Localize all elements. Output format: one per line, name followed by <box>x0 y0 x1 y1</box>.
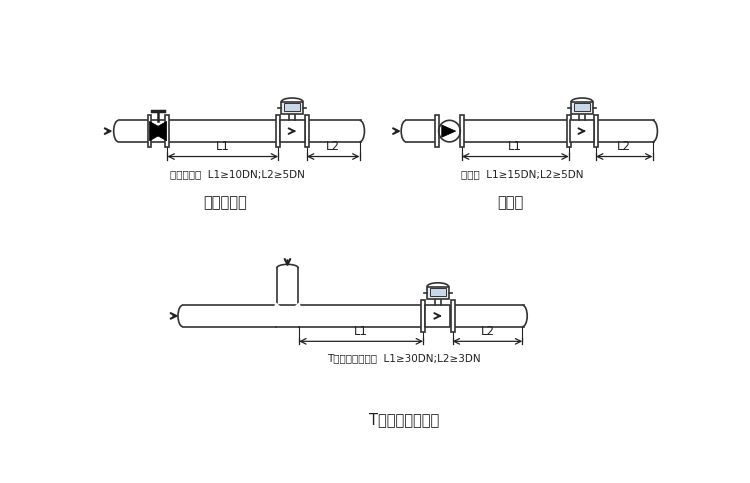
Polygon shape <box>149 121 166 141</box>
Bar <box>460 115 464 147</box>
Text: L2: L2 <box>617 141 632 154</box>
Text: L1: L1 <box>354 325 368 338</box>
Polygon shape <box>149 121 166 141</box>
Text: 截止阀下游  L1≥10DN;L2≥5DN: 截止阀下游 L1≥10DN;L2≥5DN <box>170 169 304 179</box>
Bar <box>427 286 448 299</box>
Bar <box>425 305 450 327</box>
Text: L2: L2 <box>326 141 340 154</box>
Bar <box>281 102 303 114</box>
Bar <box>430 288 445 296</box>
Bar <box>567 115 571 147</box>
Text: T形三通、混合流: T形三通、混合流 <box>369 412 439 427</box>
Bar <box>148 115 152 147</box>
Bar <box>572 102 592 114</box>
Bar <box>594 115 598 147</box>
Text: 截止阀下游: 截止阀下游 <box>203 195 248 210</box>
Text: T形三通、混合流  L1≥30DN;L2≥3DN: T形三通、混合流 L1≥30DN;L2≥3DN <box>327 354 481 364</box>
Text: 泉下游  L1≥15DN;L2≥5DN: 泉下游 L1≥15DN;L2≥5DN <box>461 169 584 179</box>
Bar <box>305 115 309 147</box>
Bar <box>435 115 439 147</box>
Bar <box>451 300 454 331</box>
Bar <box>569 120 595 142</box>
Text: 泉下游: 泉下游 <box>497 195 523 210</box>
Polygon shape <box>442 125 456 137</box>
Bar <box>280 120 304 142</box>
Bar <box>574 103 590 111</box>
Bar <box>284 103 300 111</box>
Bar <box>422 300 425 331</box>
Text: L2: L2 <box>481 325 494 338</box>
Text: L1: L1 <box>509 141 522 154</box>
Bar <box>276 115 280 147</box>
Text: L1: L1 <box>216 141 229 154</box>
Bar <box>166 115 170 147</box>
